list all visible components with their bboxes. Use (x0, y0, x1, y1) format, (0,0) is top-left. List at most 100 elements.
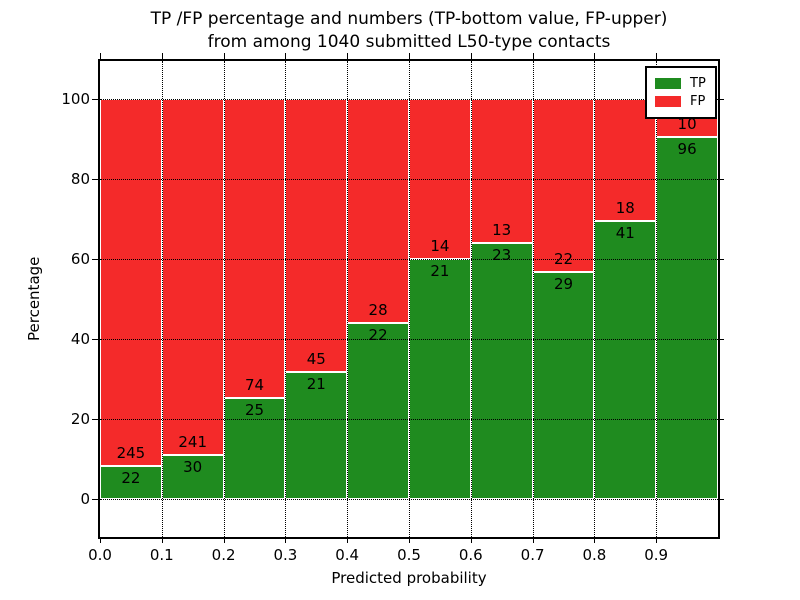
bar-fp-segment (347, 99, 409, 323)
bar-fp-segment (594, 99, 657, 222)
bar-tp-segment (470, 243, 533, 499)
fp-count-label: 241 (178, 432, 208, 451)
bar-fp-segment (532, 99, 595, 272)
x-tick-label: 0.2 (211, 546, 236, 564)
tp-count-label: 30 (183, 457, 203, 476)
fp-count-label: 74 (244, 375, 265, 394)
x-tick-top (532, 53, 534, 59)
y-tick-left (92, 179, 98, 180)
x-tick-top (409, 53, 410, 59)
plot-area: TP /FP percentage and numbers (TP-bottom… (25, 9, 724, 587)
gridline-vertical (223, 61, 225, 537)
x-tick-label: 0.3 (273, 546, 298, 564)
fp-legend-label: FP (690, 94, 706, 109)
gridline-vertical (347, 61, 349, 537)
legend: TP FP (645, 66, 717, 119)
x-tick-top (285, 53, 287, 59)
fp-count-label: 28 (368, 301, 388, 319)
gridline-vertical (656, 61, 658, 537)
x-axis-label: Predicted probability (331, 569, 487, 587)
bar-fp-segment (223, 99, 286, 398)
y-tick-left (92, 499, 98, 500)
y-tick-label: 80 (70, 170, 90, 188)
bar-tp-segment (594, 221, 657, 499)
y-tick-right (718, 339, 724, 340)
y-tick-right (718, 179, 724, 180)
x-tick-label: 0.8 (582, 546, 607, 564)
bar-tp-segment (656, 136, 718, 499)
tp-legend-label: TP (690, 76, 706, 91)
x-tick-top (223, 53, 225, 59)
fp-count-label: 13 (492, 221, 512, 240)
legend-entry-fp: FP (655, 94, 706, 109)
bar-tp-segment (100, 466, 162, 499)
x-tick-bottom (161, 537, 163, 543)
y-tick-right (718, 259, 724, 260)
chart-title-line-1: TP /FP percentage and numbers (TP-bottom… (150, 9, 668, 29)
y-tick-right (718, 99, 724, 100)
x-tick-bottom (347, 537, 349, 543)
gridline-vertical (470, 61, 472, 537)
x-tick-bottom (532, 537, 534, 543)
tp-count-label: 21 (306, 374, 326, 393)
legend-entry-tp: TP (655, 76, 706, 91)
x-tick-top (100, 53, 101, 59)
tp-count-label: 23 (492, 246, 512, 265)
x-tick-top (347, 53, 349, 59)
y-tick-label: 20 (70, 410, 90, 428)
y-tick-right (718, 419, 724, 420)
gridline-vertical (285, 61, 287, 537)
tp-count-label: 41 (615, 224, 635, 243)
bar-fp-segment (285, 99, 348, 372)
tp-count-label: 22 (368, 326, 388, 344)
tp-count-label: 22 (121, 469, 141, 488)
gridline-vertical (409, 61, 410, 537)
tp-count-label: 29 (553, 274, 574, 293)
tp-count-label: 96 (677, 139, 697, 158)
x-tick-top (161, 53, 163, 59)
x-tick-label: 0.4 (335, 546, 360, 564)
bar-fp-segment (470, 99, 533, 244)
chart-title-line-2: from among 1040 submitted L50-type conta… (207, 32, 611, 52)
y-tick-label: 0 (80, 490, 90, 508)
x-tick-bottom (409, 537, 410, 543)
y-tick-right (718, 499, 724, 500)
x-tick-bottom (100, 537, 101, 543)
fp-count-label: 45 (306, 349, 326, 368)
y-tick-label: 100 (61, 90, 90, 108)
bar-tp-segment (409, 259, 471, 499)
y-tick-left (92, 99, 98, 100)
x-tick-bottom (470, 537, 472, 543)
y-tick-left (92, 339, 98, 340)
x-tick-bottom (594, 537, 596, 543)
x-tick-bottom (656, 537, 658, 543)
tp-count-label: 21 (430, 262, 450, 280)
bar-tp-segment (223, 397, 286, 499)
bar-tp-segment (347, 323, 409, 499)
x-tick-label: 0.1 (149, 546, 174, 564)
x-tick-label: 0.9 (644, 546, 669, 564)
y-axis-label: Percentage (25, 256, 43, 342)
x-tick-label: 0.7 (520, 546, 545, 564)
fp-count-label: 245 (116, 444, 146, 463)
chart-title: TP /FP percentage and numbers (TP-bottom… (100, 8, 718, 54)
bar-fp-segment (161, 99, 224, 455)
x-tick-label: 0.0 (88, 546, 112, 564)
y-tick-label: 40 (70, 330, 90, 348)
gridline-vertical (594, 61, 596, 537)
y-tick-label: 60 (70, 250, 90, 268)
fp-count-label: 18 (615, 199, 635, 218)
x-tick-label: 0.6 (458, 546, 483, 564)
fp-count-label: 22 (553, 249, 574, 268)
bar-tp-segment (285, 371, 348, 499)
gridline-vertical (532, 61, 534, 537)
fp-legend-swatch (655, 96, 681, 107)
bar-fp-segment (100, 99, 162, 467)
tp-count-label: 25 (244, 400, 265, 419)
x-tick-top (656, 53, 658, 59)
y-tick-left (92, 259, 98, 260)
x-tick-label: 0.5 (397, 546, 421, 564)
fp-count-label: 10 (677, 114, 697, 133)
y-tick-left (92, 419, 98, 420)
